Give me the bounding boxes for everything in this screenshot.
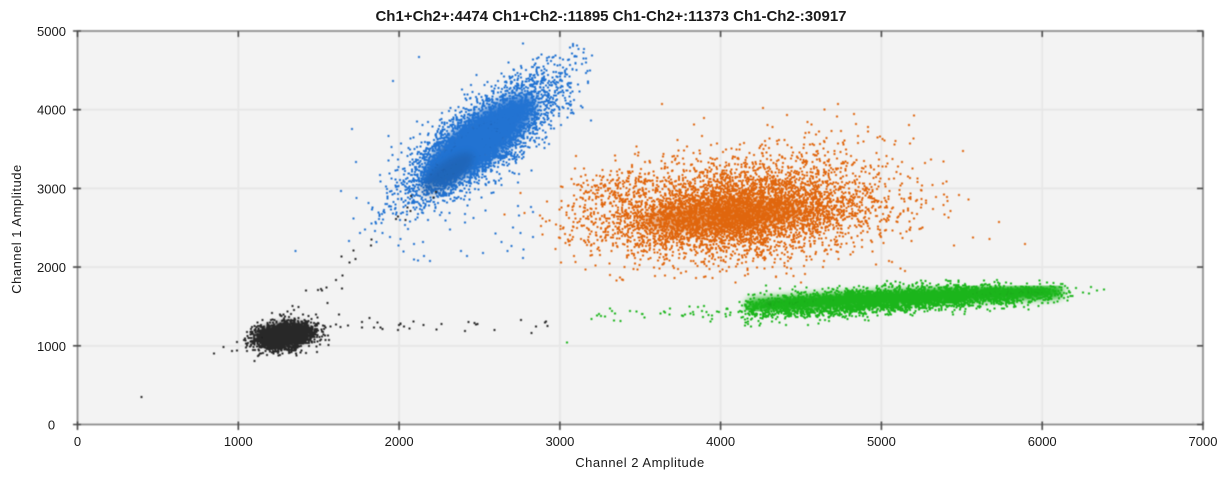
svg-text:Channel 1 Amplitude: Channel 1 Amplitude <box>9 164 24 293</box>
svg-text:1000: 1000 <box>224 434 253 449</box>
svg-text:7000: 7000 <box>1189 434 1218 449</box>
svg-text:Channel 2 Amplitude: Channel 2 Amplitude <box>575 455 704 470</box>
svg-text:5000: 5000 <box>37 24 66 39</box>
svg-text:3000: 3000 <box>545 434 574 449</box>
svg-text:6000: 6000 <box>1028 434 1057 449</box>
svg-text:4000: 4000 <box>706 434 735 449</box>
svg-text:4000: 4000 <box>37 103 66 118</box>
svg-text:3000: 3000 <box>37 181 66 196</box>
svg-text:2000: 2000 <box>37 260 66 275</box>
svg-text:1000: 1000 <box>37 339 66 354</box>
svg-text:0: 0 <box>48 418 55 433</box>
svg-text:Ch1+Ch2+:4474 Ch1+Ch2-:11895 C: Ch1+Ch2+:4474 Ch1+Ch2-:11895 Ch1-Ch2+:11… <box>375 8 846 25</box>
svg-text:5000: 5000 <box>867 434 896 449</box>
svg-text:0: 0 <box>74 434 81 449</box>
svg-text:2000: 2000 <box>385 434 414 449</box>
